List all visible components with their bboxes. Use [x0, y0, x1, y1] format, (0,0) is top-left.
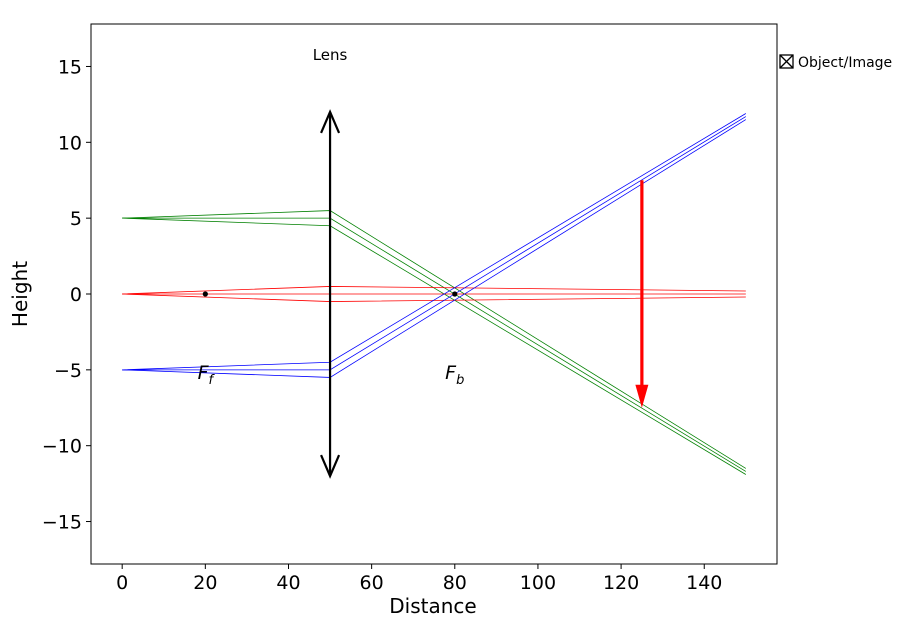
lens-top-arrowhead [320, 109, 341, 134]
y-tick-label: 0 [70, 284, 82, 306]
x-axis: 0 20 40 60 80 100 120 140 [116, 564, 722, 594]
legend-marker-icon [779, 54, 794, 69]
y-tick-label: 15 [58, 56, 82, 78]
ray-line-7 [122, 113, 747, 371]
focal-point-b-dot [452, 291, 458, 297]
x-tick-label: 120 [603, 572, 639, 594]
ray-line-3 [122, 217, 747, 475]
overlay-layer: Lens Ff Fb [198, 46, 649, 479]
legend-label-object-image: Object/Image [798, 55, 892, 71]
ray-line-8 [122, 116, 747, 371]
x-tick-label: 80 [443, 572, 467, 594]
ray-line-1 [122, 210, 747, 469]
x-axis-title: Distance [389, 594, 476, 618]
y-axis: −15 −10 −5 0 5 10 15 [42, 56, 91, 534]
image-arrow [635, 180, 649, 408]
image-arrowhead [635, 384, 649, 408]
x-tick-label: 140 [686, 572, 722, 594]
focal-point-b-label: Fb [445, 362, 464, 388]
ray-line-2 [122, 217, 747, 472]
lens-bottom-arrowhead [320, 454, 341, 479]
y-tick-label: −10 [42, 436, 82, 458]
y-axis-title: Height [8, 261, 32, 327]
focal-point-f-label: Ff [198, 362, 216, 388]
x-tick-label: 40 [276, 572, 300, 594]
y-tick-label: 5 [70, 208, 82, 230]
ray-series-layer [122, 113, 747, 475]
lens-double-arrow [320, 109, 341, 479]
focal-point-f-dot [202, 291, 208, 297]
legend: Object/Image [779, 54, 892, 71]
y-tick-label: −15 [42, 512, 82, 534]
y-tick-label: −5 [54, 360, 82, 382]
y-tick-label: 10 [58, 132, 82, 154]
ray-line-9 [122, 119, 747, 378]
ray-line-4 [122, 286, 746, 295]
x-tick-label: 60 [360, 572, 384, 594]
x-tick-label: 100 [520, 572, 556, 594]
lens-label: Lens [313, 46, 348, 64]
x-tick-label: 20 [193, 572, 217, 594]
x-tick-label: 0 [116, 572, 128, 594]
